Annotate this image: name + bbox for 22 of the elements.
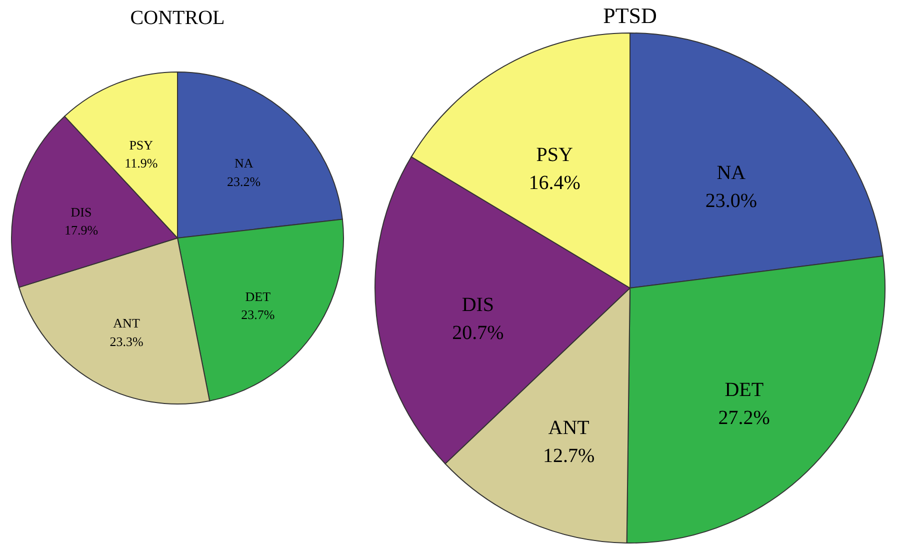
slice-label: NA — [716, 162, 746, 184]
data-label: 20.7% — [452, 322, 504, 344]
slice-label: ANT — [548, 417, 590, 440]
slice-label: DET — [245, 288, 271, 304]
slice-label: DET — [724, 378, 764, 401]
data-label: 23.7% — [241, 306, 275, 322]
data-label: 23.0% — [705, 190, 758, 212]
slice-label: ANT — [113, 316, 140, 331]
data-label: 27.2% — [718, 406, 770, 429]
slice-label: PSY — [129, 137, 154, 152]
slice-label: DIS — [462, 294, 494, 316]
data-label: 17.9% — [64, 222, 98, 238]
data-label: 23.3% — [110, 334, 144, 349]
data-label: 23.2% — [227, 174, 261, 189]
chart-title: PTSD — [603, 3, 657, 28]
data-label: 11.9% — [124, 155, 158, 170]
slice-label: PSY — [536, 144, 573, 166]
slice-label: NA — [234, 156, 254, 171]
data-label: 16.4% — [528, 172, 580, 194]
slice-label: DIS — [70, 204, 92, 220]
chart-title: CONTROL — [130, 7, 225, 29]
data-label: 12.7% — [542, 445, 595, 468]
